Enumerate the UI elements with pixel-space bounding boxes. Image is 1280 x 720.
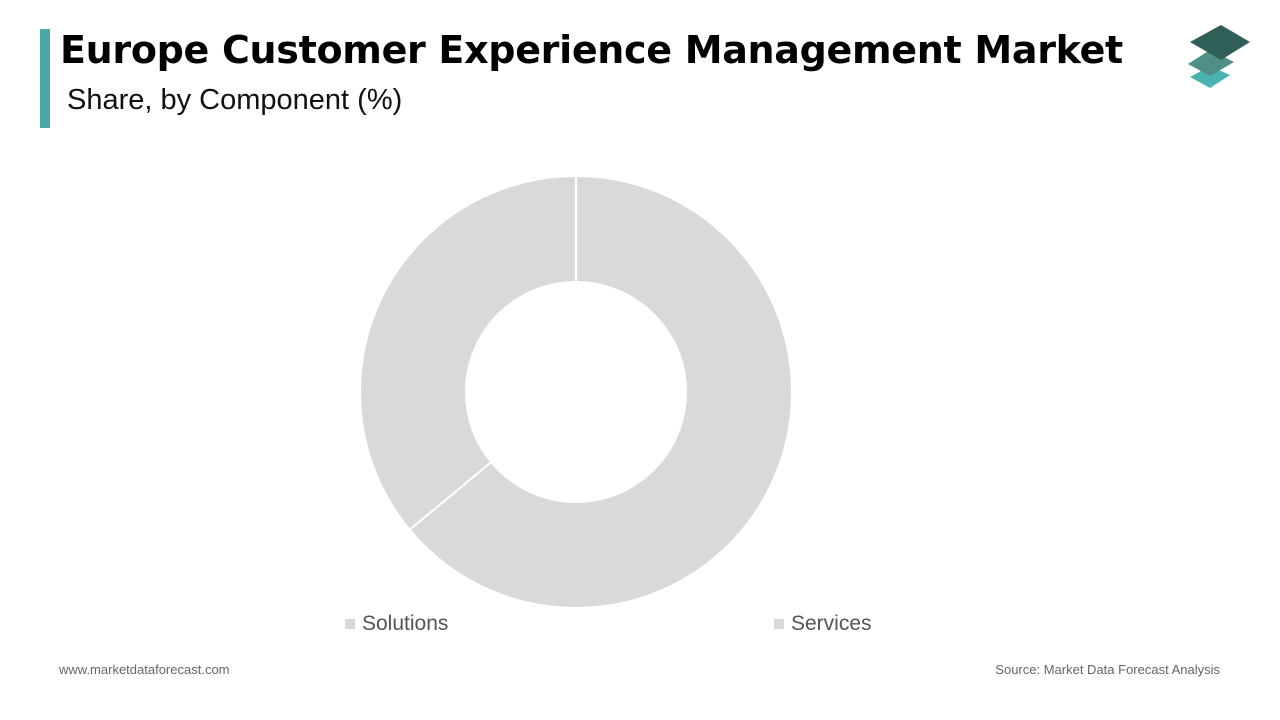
legend-label-solutions: Solutions	[362, 612, 449, 635]
donut-slice-solutions	[408, 174, 793, 609]
legend-item-solutions: Solutions	[345, 612, 448, 636]
donut-slice-services	[359, 174, 577, 532]
donut-slices	[359, 174, 793, 609]
source-note: Source: Market Data Forecast Analysis	[995, 662, 1220, 677]
title-accent-bar	[40, 29, 50, 128]
stacked-layers-logo-icon	[1188, 25, 1250, 88]
website-url: www.marketdataforecast.com	[59, 662, 230, 677]
legend-label-services: Services	[791, 612, 872, 635]
chart-title: Europe Customer Experience Management Ma…	[60, 28, 1123, 72]
chart-subtitle: Share, by Component (%)	[67, 84, 403, 116]
legend-swatch-solutions	[345, 619, 355, 629]
legend-swatch-services	[774, 619, 784, 629]
logo-top-layer	[1190, 25, 1250, 60]
legend-item-services: Services	[774, 612, 872, 636]
logo-bottom-layer	[1190, 66, 1230, 88]
